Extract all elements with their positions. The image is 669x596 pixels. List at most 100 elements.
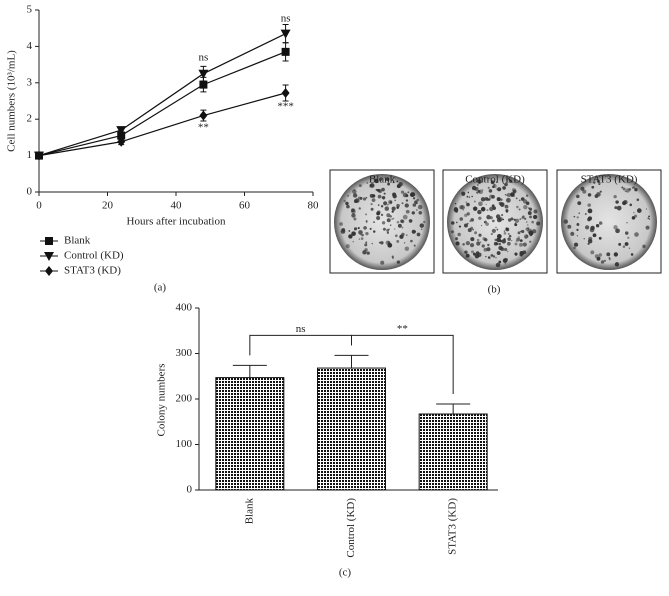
colony [495,256,497,259]
colony [380,213,384,217]
colony [464,213,468,218]
y-tick-label: 2 [27,113,33,125]
colony [480,206,486,212]
colony [472,228,475,231]
colony [365,196,368,199]
colony [380,241,384,245]
colony [487,186,490,189]
colony [516,205,519,209]
y-tick-label: 0 [187,484,193,496]
colony [476,191,479,194]
colony [587,203,591,207]
colony [573,246,576,250]
colony [514,223,518,227]
colony [495,242,499,246]
error-bar [334,354,369,369]
colony [365,221,368,224]
colony [589,227,595,233]
colony [357,196,361,200]
marker [45,237,53,245]
colony [345,244,350,249]
colony [576,228,579,231]
colony [453,207,459,213]
colony [365,241,368,244]
legend-label: Blank [64,235,91,247]
colony [573,215,576,218]
colony [381,195,386,200]
colony [504,262,507,265]
colony [613,225,618,230]
error-bar [436,403,471,415]
colony [613,252,619,257]
x-tick-label: 60 [239,200,251,212]
colony [357,227,360,230]
colony [492,255,496,258]
colony [496,197,501,202]
colony [519,242,523,247]
colony [489,216,493,220]
colony [591,185,595,189]
colony [407,191,410,194]
colony [371,198,376,202]
colony [480,241,482,243]
colony [614,262,620,267]
colony [505,197,511,203]
colony [518,208,521,211]
colony [347,194,350,197]
colony [496,251,501,256]
colony [496,228,499,231]
colony [365,232,369,236]
colony [478,233,482,237]
colony [387,182,390,186]
colony [576,194,580,199]
bar [418,413,488,491]
colony [496,233,502,239]
colony [567,224,572,229]
colony [411,229,416,234]
colony [365,213,368,216]
colony [455,221,458,224]
colony [404,246,410,251]
colony [512,189,517,194]
colony [596,256,601,261]
colony [508,179,513,183]
colony [625,231,629,235]
colony [386,228,390,232]
x-tick-label: 80 [308,200,320,212]
colony [469,220,471,222]
colony [392,217,395,220]
x-tick-label: Control (KD) [345,498,357,558]
colony [599,190,602,193]
panel-label: (a) [154,282,167,294]
colony [396,239,400,243]
colony [600,260,605,264]
colony [373,178,379,183]
colony [473,200,476,203]
colony [504,194,507,196]
colony [419,223,425,228]
colony [490,232,493,236]
colony [470,226,474,230]
dish [447,174,543,270]
colony [613,194,617,199]
colony [634,188,638,192]
colony [340,229,346,234]
annotation: ns [281,13,291,25]
colony [478,201,483,207]
colony [504,182,508,187]
colony [476,238,480,242]
colony [508,234,512,238]
colony [463,223,468,228]
colony [584,225,590,230]
colony [490,180,495,185]
colony [570,231,575,236]
colony [494,238,497,242]
colony [501,239,507,244]
marker [116,126,127,136]
colony [514,242,518,246]
colony [645,208,648,210]
colony [363,226,367,230]
colony [396,180,399,183]
colony [377,194,382,199]
colony [352,240,354,243]
